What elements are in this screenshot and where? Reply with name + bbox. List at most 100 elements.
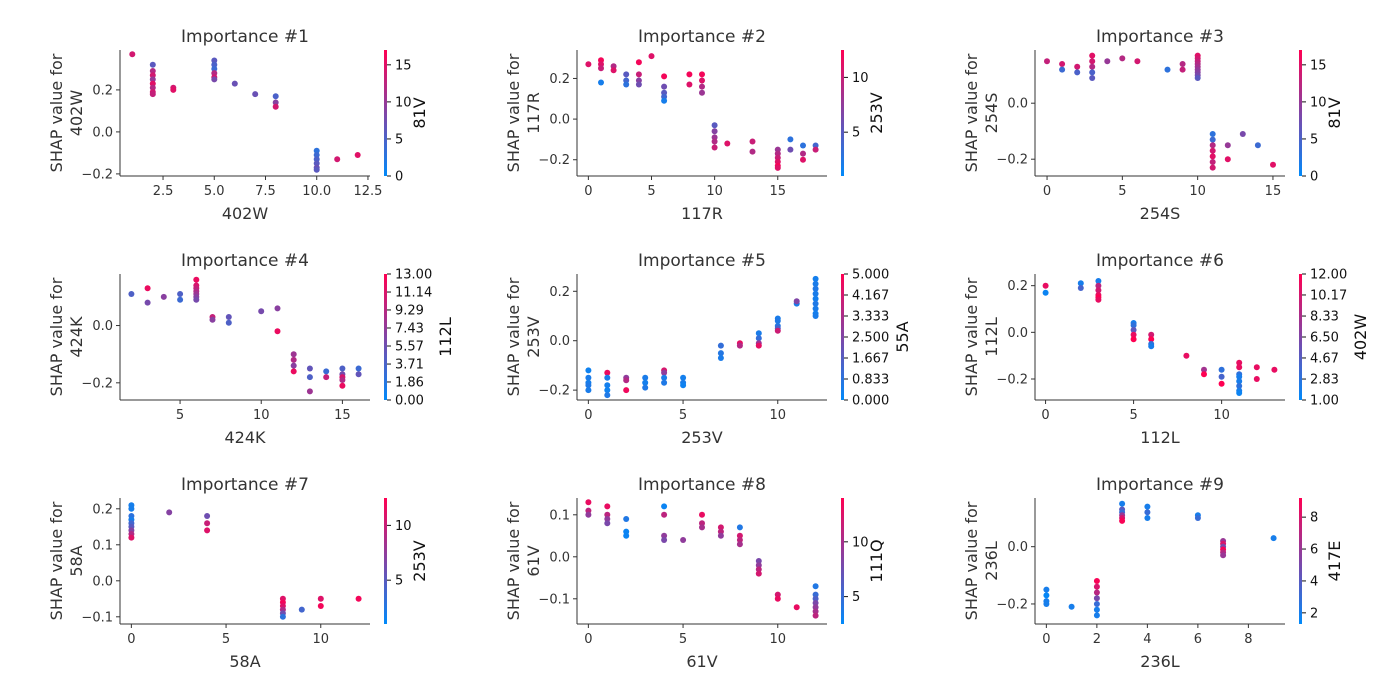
scatter-point	[774, 327, 781, 334]
x-tick-label: 5	[1118, 184, 1126, 199]
colorbar-tick-label: 10	[852, 535, 869, 550]
colorbar-tick-label: 0	[1310, 170, 1318, 185]
scatter-point	[604, 516, 611, 522]
x-tick-label: 15	[1265, 184, 1282, 199]
scatter-point	[812, 313, 819, 319]
scatter-point	[661, 374, 668, 381]
scatter-point	[1201, 371, 1207, 378]
scatter-point	[1093, 589, 1100, 596]
scatter-point	[177, 296, 184, 303]
scatter-point	[1089, 52, 1096, 59]
scatter-point	[339, 382, 346, 389]
scatter-points	[128, 276, 362, 395]
y-axis-label-line: SHAP value for	[47, 53, 66, 172]
colorbar-gradient	[841, 274, 844, 400]
x-axis-label: 112L	[1140, 428, 1180, 447]
x-tick-label: 7.5	[255, 184, 276, 199]
scatter-points	[585, 53, 819, 171]
scatter-point	[1093, 595, 1100, 602]
colorbar-tick-label: 10	[395, 519, 412, 534]
subplot-title: Importance #5	[638, 251, 766, 271]
x-tick-label: 0	[1043, 184, 1051, 199]
y-tick-label: 0.0	[549, 334, 570, 349]
scatter-point	[661, 97, 668, 104]
y-tick-label: 0.0	[92, 574, 113, 589]
x-axis-label: 117R	[681, 204, 723, 223]
y-axis-label-line: SHAP value for	[504, 53, 523, 172]
scatter-point	[699, 520, 705, 527]
scatter-point	[1093, 583, 1100, 590]
y-axis-label-line: 236L	[982, 541, 1001, 581]
scatter-point	[1236, 364, 1243, 371]
colorbar-tick-label: 1.667	[852, 351, 889, 366]
scatter-point	[272, 99, 279, 106]
x-tick-label: 0	[1042, 632, 1050, 647]
scatter-point	[144, 299, 151, 306]
scatter-point	[1218, 380, 1225, 387]
scatter-point	[1130, 336, 1137, 343]
y-tick-label: −0.1	[81, 610, 113, 625]
scatter-point	[623, 71, 630, 78]
x-tick-label: 15	[769, 184, 786, 199]
scatter-point	[812, 612, 819, 619]
scatter-point	[1253, 364, 1260, 371]
y-axis-label-line: 58A	[67, 545, 86, 576]
x-tick-label: 0	[584, 632, 592, 647]
colorbar-tick-label: 5.57	[395, 340, 424, 355]
scatter-point	[800, 156, 806, 163]
scatter-point	[635, 71, 642, 78]
scatter-point	[680, 537, 687, 543]
scatter-point	[272, 93, 279, 100]
colorbar: 0 5 10 15 81V	[384, 50, 429, 185]
scatter-point	[1095, 278, 1102, 284]
scatter-point	[736, 541, 743, 548]
scatter-point	[680, 382, 687, 389]
subplot-title: Importance #1	[181, 27, 309, 47]
scatter-point	[1218, 373, 1225, 380]
y-tick-label: −0.2	[81, 167, 113, 182]
scatter-point	[1093, 606, 1100, 613]
scatter-point	[604, 503, 611, 510]
subplot-title: Importance #3	[1096, 27, 1224, 47]
scatter-point	[1144, 509, 1151, 516]
scatter-point	[1253, 376, 1260, 382]
scatter-point	[699, 89, 705, 96]
x-tick-label: 5	[222, 632, 230, 647]
scatter-point	[252, 91, 259, 98]
scatter-point	[812, 142, 819, 149]
colorbar: 0.00 1.86 3.71 5.57 7.43 9.29 11.14 13.00 112L	[384, 268, 455, 409]
scatter-point	[1270, 535, 1277, 542]
x-tick-label: 5.0	[204, 184, 225, 199]
scatter-point	[604, 387, 611, 394]
colorbar-tick-label: 3.71	[395, 358, 424, 373]
scatter-point	[1144, 503, 1151, 510]
scatter-point	[1095, 282, 1102, 289]
scatter-point	[290, 368, 297, 375]
scatter-point	[812, 604, 819, 611]
colorbar-tick-label: 4.167	[852, 288, 889, 303]
scatter-point	[1077, 285, 1084, 291]
scatter-point	[755, 558, 762, 564]
scatter-point	[604, 369, 611, 376]
scatter-point	[290, 362, 297, 369]
scatter-point	[274, 305, 281, 312]
colorbar-tick-label: 0.833	[852, 373, 889, 388]
subplot-importance-1: Importance #1 2.5 5.0 7.5 10.0 12.5 −0.2 0.0 0.2…	[47, 27, 429, 223]
scatter-point	[1095, 287, 1102, 294]
scatter-point	[1093, 578, 1100, 584]
scatter-point	[749, 138, 756, 145]
scatter-point	[355, 371, 362, 378]
scatter-point	[793, 298, 800, 305]
scatter-point	[1089, 75, 1096, 81]
scatter-point	[1042, 289, 1049, 296]
y-axis-label: SHAP value for402W	[47, 53, 86, 172]
colorbar-tick-label: 4	[1310, 574, 1318, 589]
scatter-point	[211, 65, 218, 72]
y-tick-label: −0.2	[996, 373, 1028, 388]
scatter-point	[306, 388, 313, 395]
scatter-point	[642, 384, 649, 391]
colorbar-tick-label: 10	[1310, 95, 1327, 110]
y-axis-label: SHAP value for112L	[962, 277, 1001, 396]
